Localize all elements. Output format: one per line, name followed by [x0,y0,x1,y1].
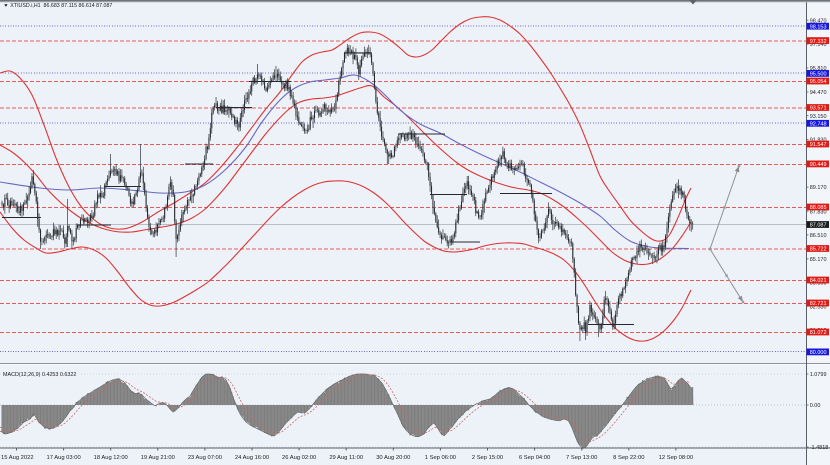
svg-text:98.153: 98.153 [810,24,827,30]
svg-text:84.021: 84.021 [810,278,827,284]
svg-text:80.000: 80.000 [810,350,827,356]
svg-text:95.054: 95.054 [810,79,827,85]
svg-text:26 Aug 02:00: 26 Aug 02:00 [282,455,316,461]
svg-text:15 Aug 2022: 15 Aug 2022 [1,455,34,461]
svg-text:30 Aug 20:00: 30 Aug 20:00 [376,455,410,461]
svg-text:82.721: 82.721 [810,301,827,307]
svg-text:24 Aug 16:00: 24 Aug 16:00 [235,455,269,461]
svg-text:85.170: 85.170 [810,257,827,263]
svg-text:91.547: 91.547 [810,142,827,148]
svg-text:8 Sep 22:00: 8 Sep 22:00 [613,455,644,461]
svg-text:90.449: 90.449 [810,162,827,168]
svg-text:93.571: 93.571 [810,106,827,112]
svg-text:12 Sep 08:00: 12 Sep 08:00 [659,455,694,461]
svg-text:85.722: 85.722 [810,247,827,253]
svg-text:2 Sep 15:00: 2 Sep 15:00 [472,455,503,461]
svg-text:92.748: 92.748 [810,122,827,128]
svg-text:81.072: 81.072 [810,330,827,336]
svg-text:87.830: 87.830 [810,209,827,215]
svg-text:1 Sep 06:00: 1 Sep 06:00 [425,455,456,461]
svg-text:97.140: 97.140 [810,42,827,48]
svg-text:95.810: 95.810 [810,66,827,72]
svg-text:83.850: 83.850 [810,281,827,287]
svg-text:18 Aug 12:00: 18 Aug 12:00 [94,455,128,461]
svg-text:86.510: 86.510 [810,233,827,239]
svg-text:94.470: 94.470 [810,90,827,96]
svg-text:98.470: 98.470 [810,18,827,24]
svg-text:XTIUSD.i,H1 86.683 87.115 86.: XTIUSD.i,H1 86.683 87.115 86.614 87.087 [10,3,112,9]
svg-text:7 Sep 13:00: 7 Sep 13:00 [566,455,597,461]
svg-text:91.830: 91.830 [810,138,827,144]
svg-text:19 Aug 21:00: 19 Aug 21:00 [141,455,175,461]
svg-text:MACD(12,26,9) 0.4253 0.6322: MACD(12,26,9) 0.4253 0.6322 [3,372,76,378]
svg-text:-1.4818: -1.4818 [810,445,829,451]
svg-text:88.085: 88.085 [810,205,827,211]
svg-text:0.00: 0.00 [810,403,821,409]
svg-text:82.530: 82.530 [810,304,827,310]
svg-text:17 Aug 03:00: 17 Aug 03:00 [47,455,81,461]
svg-text:97.332: 97.332 [810,39,827,45]
svg-text:89.170: 89.170 [810,185,827,191]
svg-text:6 Sep 04:00: 6 Sep 04:00 [519,455,550,461]
svg-text:29 Aug 11:00: 29 Aug 11:00 [329,455,363,461]
svg-text:87.087: 87.087 [810,223,827,229]
svg-text:1.0799: 1.0799 [810,372,827,378]
svg-text:23 Aug 07:00: 23 Aug 07:00 [188,455,222,461]
svg-text:95.500: 95.500 [810,72,827,78]
svg-text:93.150: 93.150 [810,114,827,120]
